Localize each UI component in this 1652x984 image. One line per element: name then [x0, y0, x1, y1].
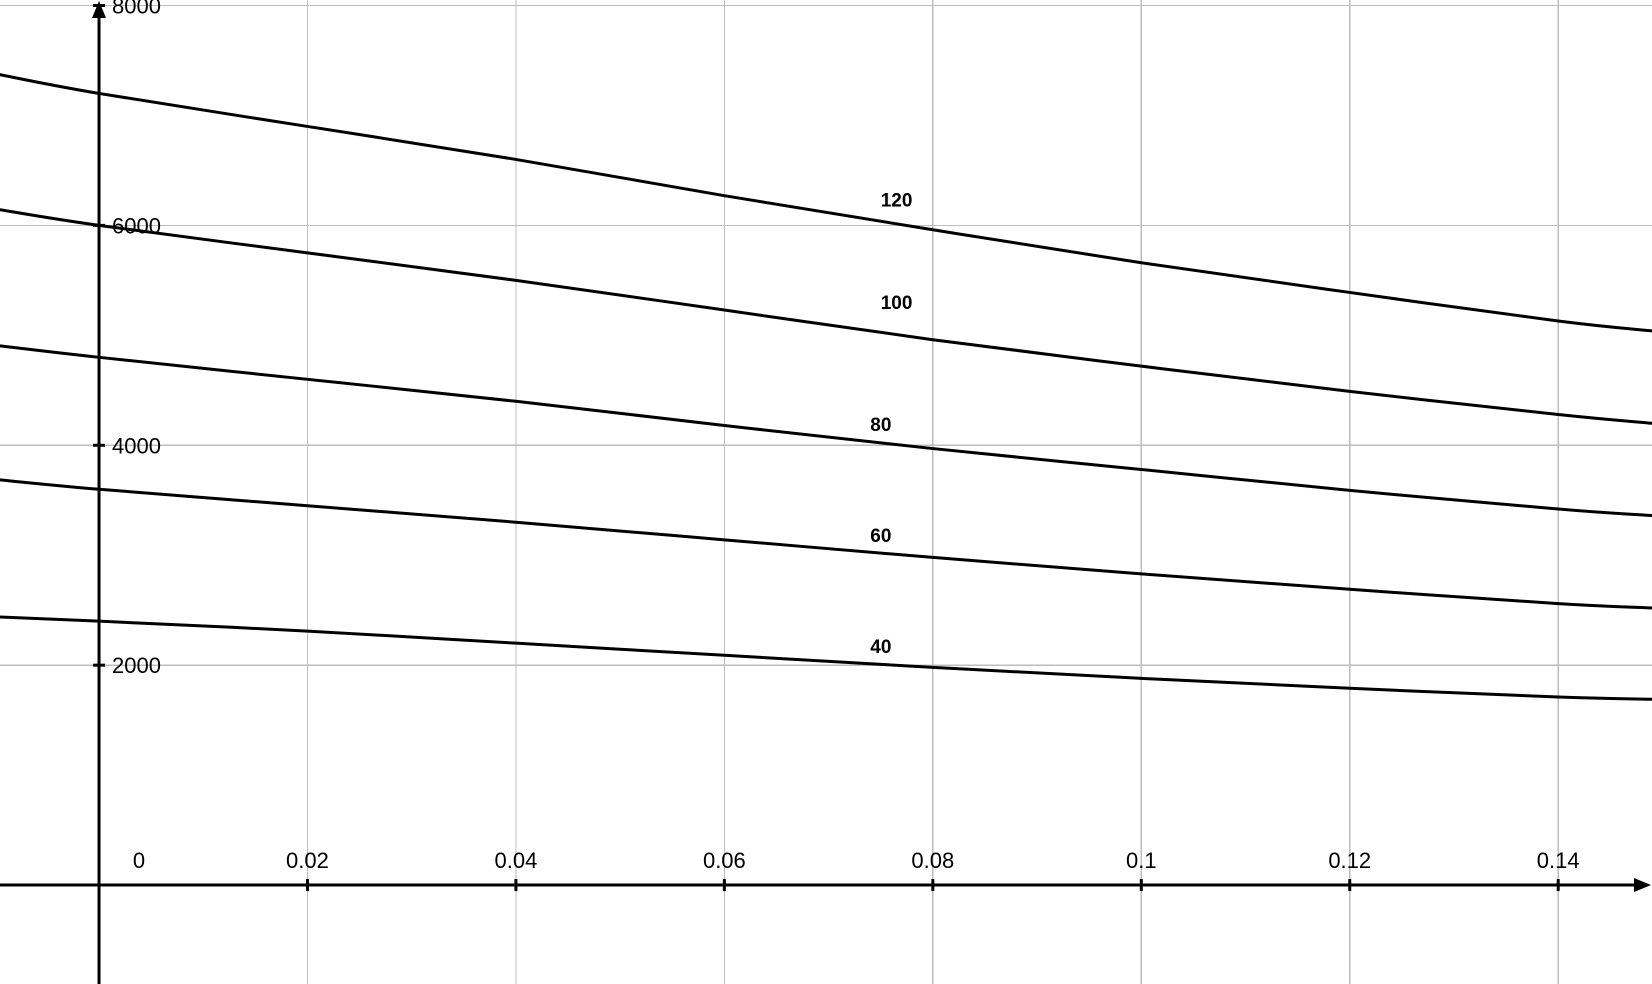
y-tick-label-2: 6000 [112, 213, 161, 238]
series-line-40 [0, 615, 1652, 701]
series-label-80: 80 [870, 415, 891, 436]
series-line-120 [0, 73, 1652, 333]
series-lines [0, 73, 1652, 701]
series-label-60: 60 [870, 526, 891, 547]
x-tick-label-2: 0.04 [495, 848, 538, 873]
y-tick-label-3: 8000 [112, 0, 161, 18]
y-axis-arrow [92, 1, 107, 18]
y-tick-label-0: 2000 [112, 653, 161, 678]
series-line-100 [0, 208, 1652, 425]
series-label-100: 100 [881, 293, 913, 314]
y-tick-label-1: 4000 [112, 433, 161, 458]
labels: 0 0.02 0.04 0.06 0.08 0.1 0.12 0.14 2000 4000 6000… [112, 0, 1580, 873]
x-tick-label-6: 0.12 [1328, 848, 1371, 873]
series-line-60 [0, 478, 1652, 610]
series-label-40: 40 [870, 637, 891, 658]
x-tick-label-3: 0.06 [703, 848, 746, 873]
x-tick-label-0: 0 [133, 848, 145, 873]
x-axis-arrow [1634, 878, 1651, 893]
series-label-120: 120 [881, 191, 913, 212]
x-tick-label-5: 0.1 [1126, 848, 1157, 873]
x-tick-label-7: 0.14 [1537, 848, 1580, 873]
x-tick-label-4: 0.08 [911, 848, 954, 873]
x-tick-label-1: 0.02 [286, 848, 329, 873]
series-line-80 [0, 344, 1652, 518]
